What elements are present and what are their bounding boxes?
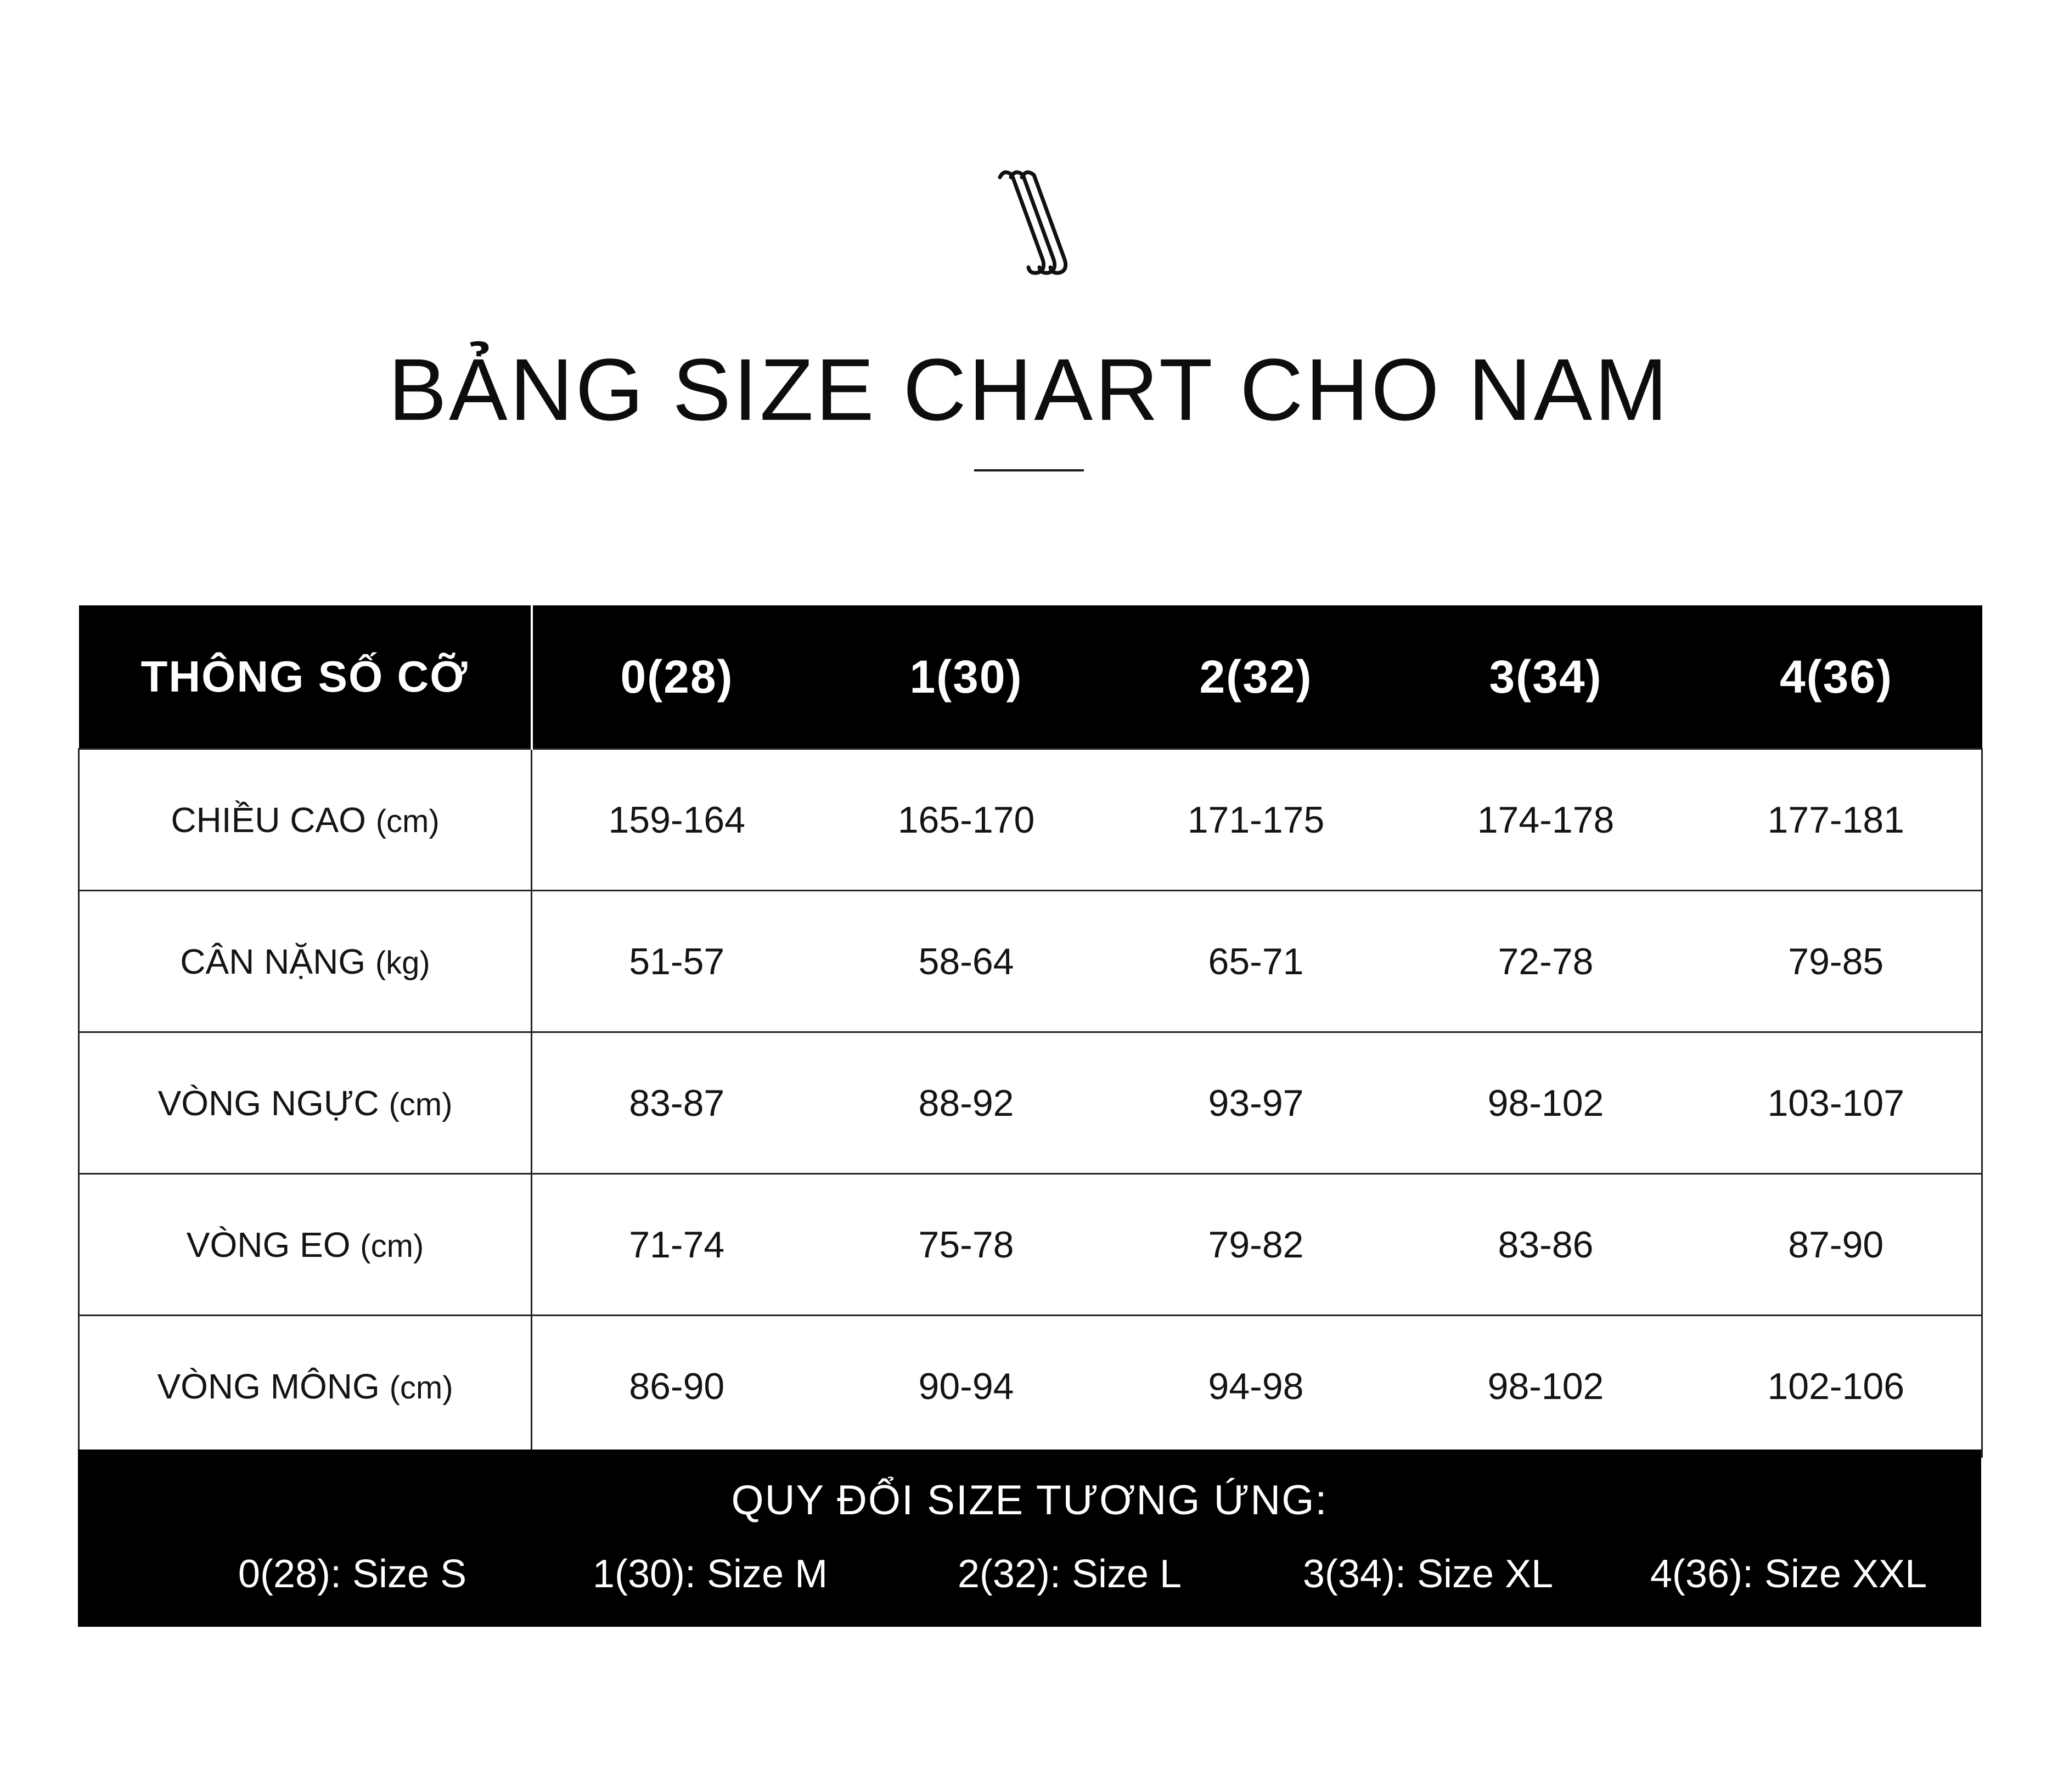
row-label: CÂN NẶNG	[180, 941, 366, 981]
value-cell: 58-64	[821, 890, 1111, 1033]
row-unit: (cm)	[389, 1086, 453, 1122]
header-size-cell: 2(32)	[1111, 605, 1401, 749]
row-label-cell: CÂN NẶNG (kg)	[78, 890, 532, 1033]
conversion-item: 0(28): Size S	[238, 1552, 467, 1596]
title-divider	[974, 469, 1084, 471]
value-cell: 98-102	[1401, 1314, 1691, 1458]
value-cell: 79-82	[1111, 1173, 1401, 1316]
value-cell: 83-87	[531, 1031, 822, 1175]
conversion-item: 2(32): Size L	[957, 1552, 1182, 1596]
value-cell: 165-170	[821, 748, 1111, 891]
row-label-cell: VÒNG NGỰC (cm)	[78, 1031, 532, 1175]
value-cell: 102-106	[1690, 1314, 1983, 1458]
header-size-cell: 1(30)	[821, 605, 1111, 749]
header-size-cell: 0(28)	[531, 605, 822, 749]
value-cell: 83-86	[1401, 1173, 1691, 1316]
value-cell: 90-94	[821, 1314, 1111, 1458]
value-cell: 103-107	[1690, 1031, 1983, 1175]
conversion-title: QUY ĐỔI SIZE TƯƠNG ỨNG:	[731, 1477, 1328, 1524]
value-cell: 87-90	[1690, 1173, 1983, 1316]
brand-logo-icon	[998, 170, 1068, 275]
value-cell: 86-90	[531, 1314, 822, 1458]
row-label: VÒNG MÔNG	[157, 1366, 380, 1406]
size-table: THÔNG SỐ CỠ 0(28) 1(30) 2(32) 3(34) 4(36…	[78, 605, 1983, 1458]
conversion-item: 3(34): Size XL	[1302, 1552, 1554, 1596]
row-label-cell: CHIỀU CAO (cm)	[78, 748, 532, 891]
header-size-cell: 4(36)	[1690, 605, 1982, 749]
value-cell: 159-164	[531, 748, 822, 891]
row-unit: (cm)	[389, 1369, 453, 1406]
value-cell: 75-78	[821, 1173, 1111, 1316]
table-row: CÂN NẶNG (kg) 51-57 58-64 65-71 72-78 79…	[78, 890, 1983, 1033]
table-row: VÒNG NGỰC (cm) 83-87 88-92 93-97 98-102 …	[78, 1031, 1983, 1175]
value-cell: 71-74	[531, 1173, 822, 1316]
table-row: VÒNG MÔNG (cm) 86-90 90-94 94-98 98-102 …	[78, 1314, 1983, 1458]
value-cell: 65-71	[1111, 890, 1401, 1033]
page-title: BẢNG SIZE CHART CHO NAM	[388, 340, 1670, 439]
table-row: VÒNG EO (cm) 71-74 75-78 79-82 83-86 87-…	[78, 1173, 1983, 1316]
value-cell: 51-57	[531, 890, 822, 1033]
row-label: VÒNG EO	[186, 1224, 351, 1265]
row-unit: (cm)	[360, 1228, 424, 1264]
row-unit: (cm)	[375, 803, 440, 839]
conversion-item: 1(30): Size M	[592, 1552, 828, 1596]
row-label-cell: VÒNG MÔNG (cm)	[78, 1314, 532, 1458]
value-cell: 93-97	[1111, 1031, 1401, 1175]
row-label: VÒNG NGỰC	[158, 1083, 379, 1123]
value-cell: 88-92	[821, 1031, 1111, 1175]
value-cell: 174-178	[1401, 748, 1691, 891]
value-cell: 177-181	[1690, 748, 1983, 891]
row-unit: (kg)	[375, 945, 430, 981]
header-label-cell: THÔNG SỐ CỠ	[78, 605, 533, 749]
value-cell: 171-175	[1111, 748, 1401, 891]
table-row: CHIỀU CAO (cm) 159-164 165-170 171-175 1…	[78, 748, 1983, 891]
value-cell: 79-85	[1690, 890, 1983, 1033]
conversion-item: 4(36): Size XXL	[1650, 1552, 1927, 1596]
value-cell: 94-98	[1111, 1314, 1401, 1458]
value-cell: 98-102	[1401, 1031, 1691, 1175]
table-header-row: THÔNG SỐ CỠ 0(28) 1(30) 2(32) 3(34) 4(36…	[78, 605, 1982, 749]
size-conversion-panel: QUY ĐỔI SIZE TƯƠNG ỨNG: 0(28): Size S 1(…	[78, 1450, 1981, 1627]
row-label: CHIỀU CAO	[171, 800, 366, 840]
value-cell: 72-78	[1401, 890, 1691, 1033]
row-label-cell: VÒNG EO (cm)	[78, 1173, 532, 1316]
header-size-cell: 3(34)	[1401, 605, 1691, 749]
